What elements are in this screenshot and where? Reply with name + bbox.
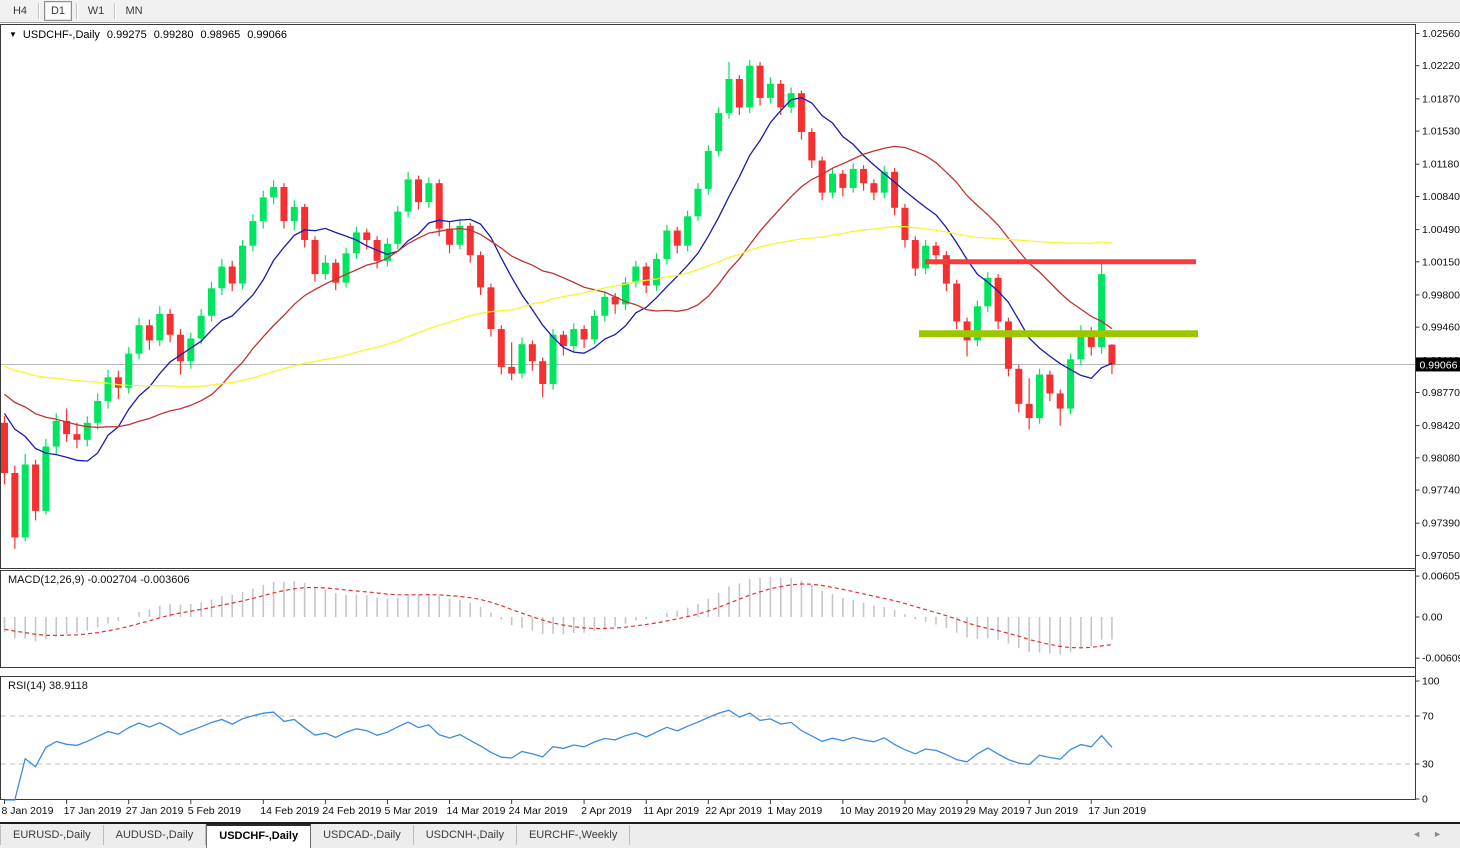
tabs-scroll-left-icon[interactable]: ◄ <box>1412 829 1434 839</box>
svg-text:17 Jun 2019: 17 Jun 2019 <box>1088 805 1146 817</box>
svg-text:8 Jan 2019: 8 Jan 2019 <box>2 805 54 817</box>
chart-canvas[interactable]: 1.02560 1.02220 1.01870 1.01530 1.01180 1.008… <box>0 24 1460 822</box>
svg-text:1.01530: 1.01530 <box>1422 126 1460 138</box>
svg-text:0: 0 <box>1422 794 1428 806</box>
timeframe-button-h4[interactable]: H4 <box>12 5 28 17</box>
svg-text:0.97740: 0.97740 <box>1422 485 1460 497</box>
chart-tab-usdcnh[interactable]: USDCNH-,Daily <box>414 825 517 845</box>
svg-text:22 Apr 2019: 22 Apr 2019 <box>705 805 762 817</box>
ohlc-close: 0.99066 <box>247 29 287 41</box>
timeframe-button-mn[interactable]: MN <box>125 5 143 17</box>
svg-text:24 Mar 2019: 24 Mar 2019 <box>509 805 568 817</box>
ohlc-low: 0.98965 <box>200 29 241 41</box>
svg-text:7 Jun 2019: 7 Jun 2019 <box>1026 805 1078 817</box>
chart-tab-eurusd[interactable]: EURUSD-,Daily <box>0 825 104 845</box>
timeframe-toolbar: H4 D1 W1 MN <box>0 0 1460 23</box>
svg-text:17 Jan 2019: 17 Jan 2019 <box>64 805 122 817</box>
svg-text:1.01870: 1.01870 <box>1422 93 1460 105</box>
rsi-indicator-label: RSI(14) 38.9118 <box>8 680 88 692</box>
toolbar-separator <box>76 3 78 19</box>
svg-text:27 Jan 2019: 27 Jan 2019 <box>126 805 184 817</box>
svg-text:24 Feb 2019: 24 Feb 2019 <box>322 805 381 817</box>
svg-text:2 Apr 2019: 2 Apr 2019 <box>581 805 632 817</box>
svg-text:-0.006096: -0.006096 <box>1422 653 1460 665</box>
svg-text:100: 100 <box>1422 676 1440 688</box>
svg-text:0.99066: 0.99066 <box>1420 359 1458 371</box>
chart-tabs-bar: EURUSD-,Daily AUDUSD-,Daily USDCHF-,Daily U… <box>0 822 1460 848</box>
svg-text:70: 70 <box>1422 711 1434 723</box>
tabs-scroll-right-icon[interactable]: ► <box>1433 829 1454 839</box>
tabs-scroll-arrows: ◄► <box>1412 829 1454 839</box>
svg-text:29 May 2019: 29 May 2019 <box>964 805 1025 817</box>
symbol-period-label: USDCHF-,Daily <box>22 29 100 41</box>
toolbar-separator <box>114 3 116 19</box>
svg-text:0.006058: 0.006058 <box>1422 571 1460 583</box>
chart-tab-eurchf[interactable]: EURCHF-,Weekly <box>517 825 631 845</box>
chart-symbol-header: ▼ USDCHF-,Daily 0.99275 0.99280 0.98965 0.990… <box>9 29 287 41</box>
svg-text:14 Mar 2019: 14 Mar 2019 <box>447 805 506 817</box>
svg-text:5 Mar 2019: 5 Mar 2019 <box>384 805 437 817</box>
chart-tab-audusd[interactable]: AUDUSD-,Daily <box>104 825 207 845</box>
collapse-arrow-icon[interactable]: ▼ <box>9 30 17 39</box>
svg-text:0.99460: 0.99460 <box>1422 322 1460 334</box>
svg-text:1.02220: 1.02220 <box>1422 60 1460 72</box>
macd-indicator-label: MACD(12,26,9) -0.002704 -0.003606 <box>8 574 190 586</box>
svg-text:1.00490: 1.00490 <box>1422 224 1460 236</box>
svg-text:0.98080: 0.98080 <box>1422 452 1460 464</box>
svg-text:1.02560: 1.02560 <box>1422 28 1460 40</box>
svg-text:30: 30 <box>1422 759 1434 771</box>
svg-text:11 Apr 2019: 11 Apr 2019 <box>643 805 699 817</box>
svg-text:0.99800: 0.99800 <box>1422 289 1460 301</box>
svg-text:0.97390: 0.97390 <box>1422 518 1460 530</box>
chart-tab-usdcad[interactable]: USDCAD-,Daily <box>311 825 414 845</box>
svg-text:10 May 2019: 10 May 2019 <box>840 805 901 817</box>
svg-text:5 Feb 2019: 5 Feb 2019 <box>188 805 241 817</box>
timeframe-button-d1[interactable]: D1 <box>44 1 72 21</box>
ohlc-high: 0.99280 <box>153 29 194 41</box>
svg-text:1.00150: 1.00150 <box>1422 256 1460 268</box>
svg-text:1 May 2019: 1 May 2019 <box>767 805 822 817</box>
timeframe-button-w1[interactable]: W1 <box>87 5 105 17</box>
ohlc-open: 0.99275 <box>106 29 147 41</box>
svg-text:0.97050: 0.97050 <box>1422 550 1460 562</box>
svg-text:14 Feb 2019: 14 Feb 2019 <box>260 805 319 817</box>
chart-tab-usdchf[interactable]: USDCHF-,Daily <box>206 824 312 848</box>
svg-text:1.01180: 1.01180 <box>1422 159 1459 171</box>
svg-text:0.98770: 0.98770 <box>1422 387 1460 399</box>
svg-text:1.00840: 1.00840 <box>1422 191 1460 203</box>
svg-text:0.00: 0.00 <box>1422 612 1443 624</box>
svg-text:0.98420: 0.98420 <box>1422 420 1460 432</box>
svg-text:20 May 2019: 20 May 2019 <box>902 805 963 817</box>
toolbar-separator <box>38 3 40 19</box>
